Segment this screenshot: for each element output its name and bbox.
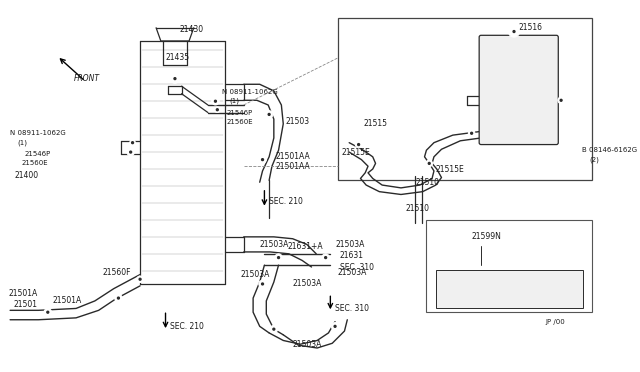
Text: (1): (1) bbox=[230, 98, 239, 105]
Circle shape bbox=[259, 156, 266, 163]
Text: 21503: 21503 bbox=[285, 118, 309, 126]
Text: 21560E: 21560E bbox=[21, 160, 48, 166]
Circle shape bbox=[273, 328, 275, 330]
Circle shape bbox=[174, 78, 176, 80]
Circle shape bbox=[170, 74, 180, 83]
Circle shape bbox=[214, 107, 220, 113]
Circle shape bbox=[127, 148, 134, 156]
Circle shape bbox=[334, 326, 336, 327]
Circle shape bbox=[115, 294, 122, 302]
Text: JP /00: JP /00 bbox=[545, 319, 565, 325]
Text: 21503A: 21503A bbox=[335, 240, 364, 249]
Text: FRONT: FRONT bbox=[74, 74, 100, 83]
Text: 21501AA: 21501AA bbox=[276, 152, 310, 161]
Text: 21515: 21515 bbox=[364, 119, 387, 128]
Text: 21515E: 21515E bbox=[436, 164, 465, 174]
Text: 21503A: 21503A bbox=[292, 340, 322, 349]
Circle shape bbox=[137, 276, 143, 283]
Text: 21631+A: 21631+A bbox=[288, 242, 324, 251]
Text: 21400: 21400 bbox=[15, 171, 39, 180]
Text: N 08911-1062G: N 08911-1062G bbox=[222, 89, 278, 95]
Circle shape bbox=[560, 99, 562, 101]
Text: 21503A: 21503A bbox=[241, 270, 270, 279]
Circle shape bbox=[262, 159, 264, 161]
Circle shape bbox=[212, 97, 220, 105]
Circle shape bbox=[426, 160, 433, 167]
Circle shape bbox=[268, 113, 270, 115]
Circle shape bbox=[139, 278, 141, 280]
Circle shape bbox=[266, 110, 273, 118]
Text: B 08146-6162G: B 08146-6162G bbox=[582, 147, 637, 153]
Text: 21501A: 21501A bbox=[52, 296, 82, 305]
Text: 21503A: 21503A bbox=[338, 268, 367, 277]
Circle shape bbox=[332, 323, 339, 330]
Circle shape bbox=[508, 26, 520, 37]
Circle shape bbox=[259, 280, 266, 288]
Text: 21501A: 21501A bbox=[8, 289, 38, 298]
Circle shape bbox=[275, 254, 282, 262]
Text: 21503A: 21503A bbox=[260, 240, 289, 249]
Circle shape bbox=[214, 100, 216, 102]
Circle shape bbox=[44, 308, 52, 316]
Text: 21503A: 21503A bbox=[292, 279, 322, 288]
Bar bbox=[426, 220, 592, 312]
Circle shape bbox=[118, 297, 120, 299]
Circle shape bbox=[278, 257, 280, 259]
Text: 21560F: 21560F bbox=[102, 268, 131, 277]
Circle shape bbox=[270, 326, 278, 333]
Circle shape bbox=[322, 254, 330, 262]
Text: SEC. 310: SEC. 310 bbox=[340, 263, 374, 272]
Text: SEC. 210: SEC. 210 bbox=[269, 196, 303, 206]
Circle shape bbox=[130, 140, 136, 145]
Text: 21546P: 21546P bbox=[227, 109, 253, 116]
Text: 21546P: 21546P bbox=[24, 151, 51, 157]
Text: 21515E: 21515E bbox=[342, 148, 371, 157]
Circle shape bbox=[355, 141, 362, 148]
Circle shape bbox=[130, 151, 132, 153]
Text: 21599N: 21599N bbox=[472, 232, 502, 241]
Circle shape bbox=[558, 97, 564, 103]
Text: 21501AA: 21501AA bbox=[276, 162, 310, 171]
Text: 21501: 21501 bbox=[14, 300, 38, 309]
Text: N 08911-1062G: N 08911-1062G bbox=[10, 130, 66, 136]
Bar bbox=[436, 270, 583, 308]
Text: (1): (1) bbox=[18, 140, 28, 146]
Circle shape bbox=[132, 142, 134, 144]
Text: 21430: 21430 bbox=[180, 25, 204, 34]
Circle shape bbox=[216, 109, 218, 110]
Circle shape bbox=[47, 311, 49, 313]
Text: 21510: 21510 bbox=[415, 178, 439, 187]
Circle shape bbox=[468, 130, 475, 137]
Text: (2): (2) bbox=[589, 156, 599, 163]
Text: 21516: 21516 bbox=[519, 23, 543, 32]
FancyBboxPatch shape bbox=[479, 35, 558, 145]
Circle shape bbox=[262, 283, 264, 285]
Bar bbox=[338, 18, 592, 180]
Text: 21560E: 21560E bbox=[227, 119, 253, 125]
Circle shape bbox=[428, 163, 430, 164]
Text: SEC. 310: SEC. 310 bbox=[335, 304, 369, 313]
Circle shape bbox=[470, 132, 472, 134]
Text: 21510: 21510 bbox=[406, 204, 429, 213]
Text: 21631: 21631 bbox=[340, 251, 364, 260]
Circle shape bbox=[324, 257, 326, 259]
Text: SEC. 210: SEC. 210 bbox=[170, 322, 204, 331]
Circle shape bbox=[513, 31, 515, 32]
Circle shape bbox=[358, 144, 360, 145]
Text: 21435: 21435 bbox=[166, 54, 189, 62]
